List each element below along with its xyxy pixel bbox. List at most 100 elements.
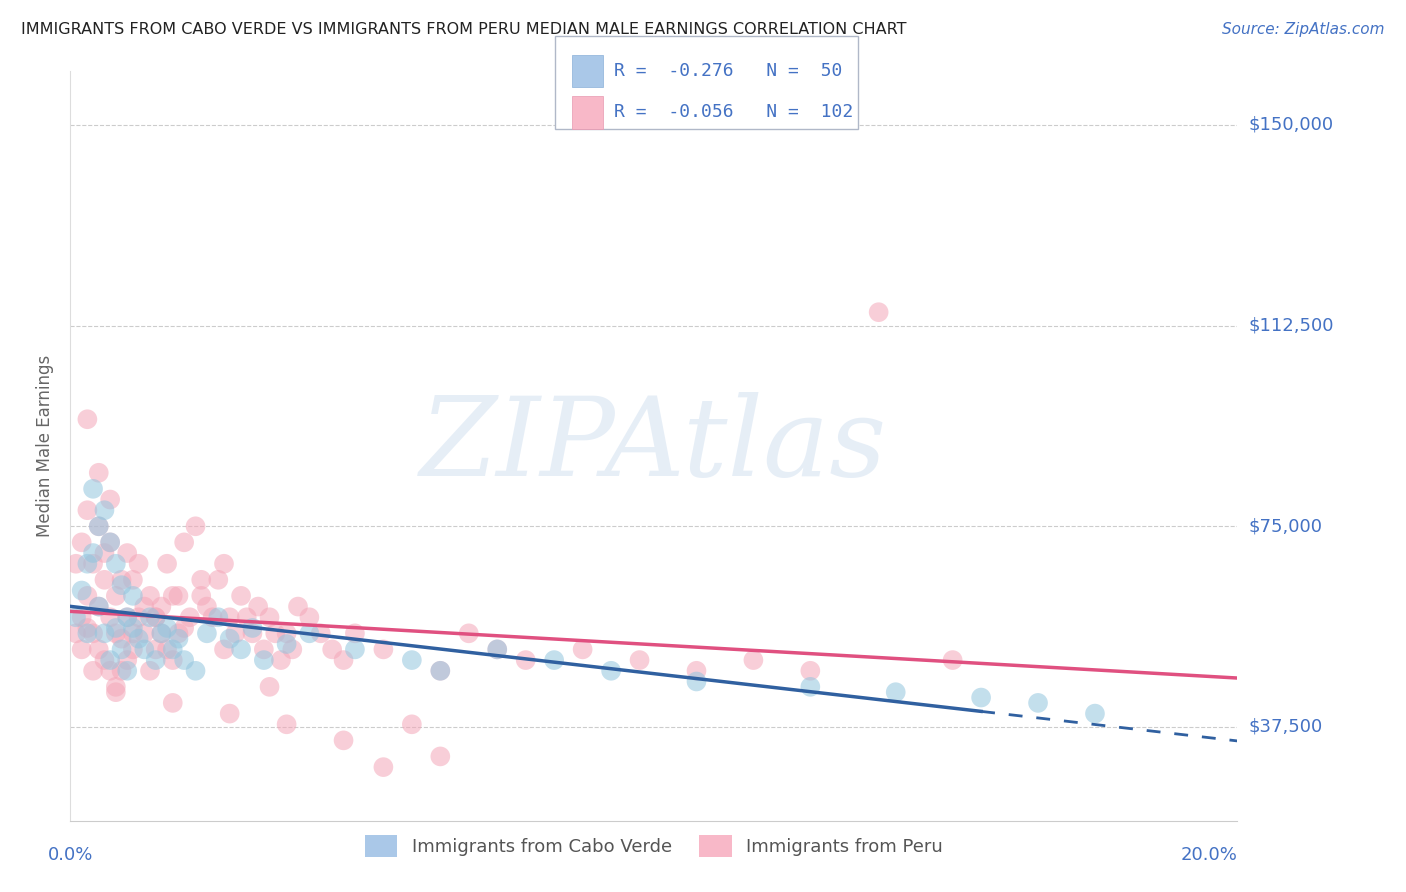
Immigrants from Peru — [195, 599, 218, 614]
Immigrants from Cabo Verde — [145, 653, 167, 667]
Immigrants from Peru — [76, 503, 98, 517]
Immigrants from Peru — [162, 653, 184, 667]
Immigrants from Peru — [76, 412, 98, 426]
Immigrants from Peru — [253, 642, 276, 657]
Immigrants from Cabo Verde — [93, 503, 115, 517]
Immigrants from Cabo Verde — [242, 621, 264, 635]
Immigrants from Cabo Verde — [1026, 696, 1049, 710]
Immigrants from Cabo Verde — [1084, 706, 1107, 721]
Immigrants from Cabo Verde — [104, 557, 127, 571]
Immigrants from Peru — [70, 642, 93, 657]
Immigrants from Peru — [82, 626, 104, 640]
Immigrants from Peru — [110, 664, 132, 678]
Immigrants from Peru — [98, 610, 121, 624]
Immigrants from Peru — [128, 610, 150, 624]
Immigrants from Cabo Verde — [104, 621, 127, 635]
Immigrants from Peru — [298, 610, 321, 624]
Immigrants from Cabo Verde — [82, 482, 104, 496]
Immigrants from Cabo Verde — [98, 535, 121, 549]
Immigrants from Peru — [486, 642, 509, 657]
Immigrants from Cabo Verde — [87, 519, 110, 533]
Immigrants from Cabo Verde — [70, 583, 93, 598]
Immigrants from Cabo Verde — [184, 664, 207, 678]
Immigrants from Peru — [628, 653, 651, 667]
Immigrants from Peru — [104, 685, 127, 699]
Immigrants from Peru — [281, 642, 304, 657]
Immigrants from Peru — [207, 573, 229, 587]
Immigrants from Peru — [685, 664, 707, 678]
Immigrants from Cabo Verde — [253, 653, 276, 667]
Immigrants from Cabo Verde — [799, 680, 821, 694]
Immigrants from Peru — [122, 573, 145, 587]
Immigrants from Cabo Verde — [486, 642, 509, 657]
Immigrants from Peru — [242, 626, 264, 640]
Immigrants from Cabo Verde — [218, 632, 240, 646]
Text: 0.0%: 0.0% — [48, 846, 93, 863]
Immigrants from Peru — [167, 626, 190, 640]
Immigrants from Peru — [162, 696, 184, 710]
Immigrants from Cabo Verde — [122, 621, 145, 635]
Immigrants from Peru — [229, 589, 252, 603]
Immigrants from Peru — [742, 653, 765, 667]
Immigrants from Peru — [173, 621, 195, 635]
Immigrants from Cabo Verde — [276, 637, 298, 651]
Immigrants from Peru — [190, 589, 212, 603]
Immigrants from Peru — [236, 610, 259, 624]
Immigrants from Cabo Verde — [207, 610, 229, 624]
Y-axis label: Median Male Earnings: Median Male Earnings — [37, 355, 55, 537]
Immigrants from Peru — [270, 653, 292, 667]
Immigrants from Cabo Verde — [195, 626, 218, 640]
Immigrants from Peru — [98, 492, 121, 507]
Immigrants from Peru — [104, 626, 127, 640]
Immigrants from Peru — [128, 557, 150, 571]
Immigrants from Peru — [942, 653, 965, 667]
Immigrants from Cabo Verde — [543, 653, 565, 667]
Immigrants from Peru — [373, 642, 395, 657]
Immigrants from Peru — [82, 557, 104, 571]
Immigrants from Peru — [429, 749, 451, 764]
Immigrants from Cabo Verde — [110, 642, 132, 657]
Text: R =  -0.056   N =  102: R = -0.056 N = 102 — [614, 103, 853, 121]
Immigrants from Peru — [287, 599, 309, 614]
Immigrants from Peru — [150, 599, 173, 614]
Immigrants from Peru — [65, 557, 87, 571]
Immigrants from Peru — [224, 626, 246, 640]
Immigrants from Peru — [87, 599, 110, 614]
Immigrants from Peru — [93, 573, 115, 587]
Immigrants from Peru — [247, 599, 270, 614]
Immigrants from Peru — [122, 626, 145, 640]
Immigrants from Peru — [332, 653, 354, 667]
Immigrants from Peru — [309, 626, 332, 640]
Immigrants from Peru — [276, 717, 298, 731]
Immigrants from Peru — [134, 626, 156, 640]
Immigrants from Peru — [167, 589, 190, 603]
Immigrants from Peru — [115, 653, 138, 667]
Immigrants from Cabo Verde — [87, 599, 110, 614]
Text: ZIPAtlas: ZIPAtlas — [420, 392, 887, 500]
Immigrants from Peru — [799, 664, 821, 678]
Immigrants from Peru — [115, 546, 138, 560]
Text: $37,500: $37,500 — [1249, 718, 1323, 736]
Immigrants from Peru — [110, 632, 132, 646]
Text: IMMIGRANTS FROM CABO VERDE VS IMMIGRANTS FROM PERU MEDIAN MALE EARNINGS CORRELAT: IMMIGRANTS FROM CABO VERDE VS IMMIGRANTS… — [21, 22, 907, 37]
Immigrants from Peru — [150, 626, 173, 640]
Text: 20.0%: 20.0% — [1181, 846, 1237, 863]
Immigrants from Peru — [457, 626, 479, 640]
Immigrants from Peru — [201, 610, 224, 624]
Immigrants from Cabo Verde — [429, 664, 451, 678]
Immigrants from Cabo Verde — [76, 626, 98, 640]
Immigrants from Peru — [321, 642, 343, 657]
Immigrants from Peru — [571, 642, 593, 657]
Immigrants from Peru — [115, 610, 138, 624]
Immigrants from Cabo Verde — [156, 621, 179, 635]
Immigrants from Cabo Verde — [167, 632, 190, 646]
Legend: Immigrants from Cabo Verde, Immigrants from Peru: Immigrants from Cabo Verde, Immigrants f… — [357, 828, 950, 864]
Immigrants from Cabo Verde — [115, 664, 138, 678]
Immigrants from Peru — [122, 642, 145, 657]
Immigrants from Peru — [145, 642, 167, 657]
Immigrants from Peru — [264, 626, 287, 640]
Immigrants from Peru — [190, 573, 212, 587]
Immigrants from Peru — [401, 717, 423, 731]
Immigrants from Peru — [82, 664, 104, 678]
Immigrants from Cabo Verde — [685, 674, 707, 689]
